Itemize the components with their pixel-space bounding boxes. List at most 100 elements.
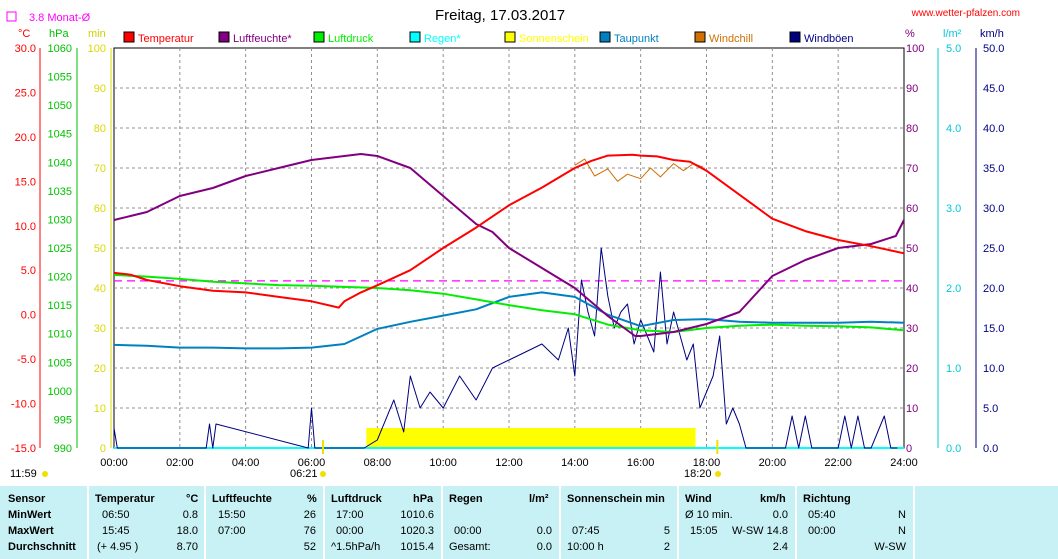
col-hum — [206, 486, 323, 559]
dewpoint-line — [113, 291, 905, 350]
y-tick-rain: 4.0 — [946, 123, 961, 135]
dir-avg-val: W-SW — [874, 541, 906, 553]
y-tick-press: 1000 — [48, 386, 72, 398]
y-tick-rain: 3.0 — [946, 203, 961, 215]
temp-avg-val: 8.70 — [176, 541, 198, 553]
col-temp — [89, 486, 204, 559]
y-tick-pct: 60 — [906, 203, 918, 215]
y-tick-press: 1010 — [48, 329, 72, 341]
temp-max-time: 15:45 — [102, 525, 130, 537]
y-tick-min: 70 — [94, 163, 106, 175]
legend: Temperatur Luftfeuchte* Luftdruck Regen* Son… — [123, 31, 854, 45]
row-label-sensor: Sensor — [8, 493, 46, 505]
col-press — [325, 486, 441, 559]
chart-title: Freitag, 17.03.2017 — [435, 7, 565, 24]
y-tick-min: 50 — [94, 243, 106, 255]
y-tick-wind: 35.0 — [983, 163, 1004, 175]
dir-max-time: 00:00 — [808, 525, 836, 537]
y-tick-temp: 25.0 — [15, 87, 36, 99]
y-tick-rain: 2.0 — [946, 283, 961, 295]
x-tick-label: 24:00 — [890, 457, 918, 469]
y-tick-pct: 40 — [906, 283, 918, 295]
daylen-label: 11:59 — [10, 468, 37, 480]
legend-swatch — [599, 31, 611, 43]
sunset-icon — [715, 471, 721, 477]
sun-max-time: 07:45 — [572, 525, 600, 537]
min-unit: min — [88, 28, 106, 40]
dir-min-val: N — [898, 509, 906, 521]
temp-unit-hdr: °C — [186, 493, 199, 505]
temp-min-time: 06:50 — [102, 509, 130, 521]
y-tick-press: 1035 — [48, 186, 72, 198]
temp-avg-note: (+ 4.95 ) — [97, 541, 139, 553]
y-tick-press: 995 — [54, 414, 72, 426]
y-tick-temp: -15.0 — [11, 443, 36, 455]
legend-label: Windböen — [804, 33, 854, 45]
y-tick-temp: 20.0 — [15, 132, 36, 144]
y-tick-temp: -10.0 — [11, 399, 36, 411]
monthly-avg-swatch — [6, 11, 17, 22]
legend-label: Windchill — [709, 33, 753, 45]
press-title: Luftdruck — [331, 493, 382, 505]
x-tick-label: 18:00 — [693, 457, 721, 469]
humidity-line — [113, 153, 905, 337]
temp-unit: °C — [18, 28, 30, 40]
y-tick-wind: 20.0 — [983, 283, 1004, 295]
y-tick-press: 990 — [54, 443, 72, 455]
temp-title: Temperatur — [95, 493, 155, 505]
x-tick-label: 06:00 — [298, 457, 326, 469]
y-tick-min: 40 — [94, 283, 106, 295]
y-tick-temp: 5.0 — [21, 265, 36, 277]
site-url[interactable]: www.wetter-pfalzen.com — [911, 8, 1020, 19]
y-tick-min: 80 — [94, 123, 106, 135]
rain-unit-hdr: l/m² — [529, 493, 549, 505]
row-label-min: MinWert — [8, 509, 52, 521]
sunshine-bar — [366, 428, 696, 448]
sun-title: Sonnenschein min — [567, 493, 665, 505]
y-tick-min: 10 — [94, 403, 106, 415]
y-tick-pct: 100 — [906, 43, 924, 55]
y-tick-wind: 10.0 — [983, 363, 1004, 375]
legend-swatch — [789, 31, 801, 43]
sun-avg-note: 10:00 h — [567, 541, 604, 553]
wind-min-val: 0.0 — [772, 509, 788, 521]
legend-swatch — [694, 31, 706, 43]
rain-unit: l/m² — [943, 28, 962, 40]
x-tick-label: 14:00 — [561, 457, 589, 469]
windchill-line — [574, 158, 704, 182]
weather-chart: Freitag, 17.03.2017 www.wetter-pfalzen.c… — [6, 7, 1020, 480]
y-tick-min: 0 — [100, 443, 106, 455]
sunset-label: 18:20 — [684, 468, 712, 480]
x-tick-label: 12:00 — [495, 457, 523, 469]
y-tick-rain: 5.0 — [946, 43, 961, 55]
hum-unit-hdr: % — [307, 493, 317, 505]
wind-min-note: Ø 10 min. — [685, 509, 733, 521]
y-tick-temp: -5.0 — [17, 354, 36, 366]
x-tick-label: 16:00 — [627, 457, 655, 469]
y-tick-min: 60 — [94, 203, 106, 215]
y-tick-temp: 30.0 — [15, 43, 36, 55]
wind-title: Wind — [685, 493, 712, 505]
sun-max-val: 5 — [663, 525, 670, 537]
y-tick-min: 20 — [94, 363, 106, 375]
rain-max-time: 00:00 — [454, 525, 482, 537]
y-tick-min: 90 — [94, 83, 106, 95]
dir-max-val: N — [898, 525, 906, 537]
press-max-time: 00:00 — [336, 525, 364, 537]
y-tick-wind: 5.0 — [983, 403, 998, 415]
rain-max-val: 0.0 — [536, 525, 552, 537]
rain-avg-val: 0.0 — [536, 541, 552, 553]
press-unit-hdr: hPa — [413, 493, 434, 505]
y-tick-pct: 10 — [906, 403, 918, 415]
legend-label: Temperatur — [138, 33, 194, 45]
wind-max-time: 15:05 — [690, 525, 718, 537]
temp-max-val: 18.0 — [176, 525, 198, 537]
y-tick-press: 1020 — [48, 272, 72, 284]
x-tick-label: 22:00 — [824, 457, 852, 469]
temp-min-val: 0.8 — [182, 509, 198, 521]
y-tick-press: 1060 — [48, 43, 72, 55]
y-tick-temp: 10.0 — [15, 221, 36, 233]
legend-label: Sonnenschein — [519, 33, 589, 45]
col-wind — [679, 486, 795, 559]
y-tick-rain: 0.0 — [946, 443, 961, 455]
